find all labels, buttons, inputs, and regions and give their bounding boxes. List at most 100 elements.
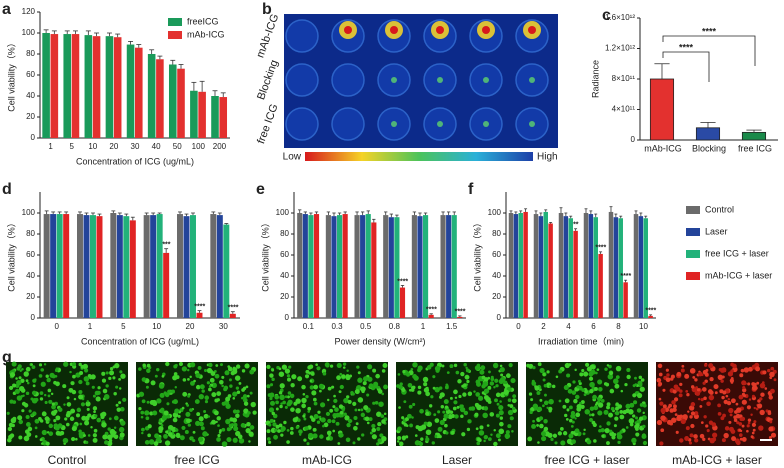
y-tick-label: 20: [26, 292, 35, 301]
cell: [248, 440, 251, 443]
cell: [154, 374, 158, 378]
cell: [401, 416, 405, 420]
cell: [44, 416, 50, 422]
cell: [751, 385, 758, 391]
cell: [147, 433, 151, 438]
cell: [341, 374, 346, 379]
y-tick-label: 40: [26, 271, 35, 280]
cell: [753, 420, 757, 424]
cell: [352, 441, 356, 445]
cell: [730, 398, 736, 404]
cell: [600, 399, 605, 403]
cell: [232, 437, 238, 443]
cell: [581, 369, 585, 373]
cell: [625, 403, 631, 409]
cell: [203, 410, 207, 413]
cell: [44, 400, 48, 405]
cell: [676, 371, 682, 377]
cell: [488, 370, 491, 374]
cell: [598, 387, 603, 392]
x-tick-label: 0.1: [303, 322, 315, 331]
cell: [565, 418, 569, 421]
legend-swatch: [686, 250, 700, 258]
cell: [662, 404, 667, 409]
cell: [309, 379, 313, 383]
cell: [571, 420, 575, 424]
cell: [558, 399, 562, 403]
cell: [148, 439, 155, 445]
cell: [555, 375, 559, 379]
cell: [466, 379, 470, 384]
cell: [499, 367, 505, 373]
cell: [202, 431, 208, 437]
cell: [207, 415, 211, 418]
cell: [543, 384, 548, 388]
cell: [79, 422, 83, 426]
cell: [675, 386, 681, 392]
cell: [703, 415, 707, 419]
cell: [146, 363, 151, 368]
cell: [625, 426, 629, 429]
cell: [690, 402, 696, 407]
cell: [196, 412, 201, 417]
bar: [177, 68, 185, 138]
cell: [366, 421, 370, 425]
cell: [742, 388, 747, 393]
cell: [698, 371, 703, 377]
cell: [31, 398, 38, 404]
cell: [149, 400, 155, 405]
cell: [25, 422, 31, 427]
cell: [495, 384, 499, 388]
cell: [721, 375, 725, 379]
cell: [544, 393, 547, 397]
y-tick-label: 1.2×10¹²: [605, 44, 635, 53]
legend-label: free ICG + laser: [705, 248, 769, 258]
cell: [166, 414, 171, 419]
cell: [241, 369, 246, 373]
cell: [425, 386, 429, 390]
cell: [214, 373, 220, 379]
cell: [748, 398, 752, 401]
cell: [717, 411, 722, 416]
cell: [54, 401, 59, 406]
cell: [589, 406, 595, 411]
cell: [629, 402, 635, 408]
cell: [279, 404, 283, 409]
cell: [235, 413, 240, 418]
cell: [537, 362, 542, 367]
cell: [165, 430, 169, 434]
cell: [681, 364, 685, 368]
bar: [533, 214, 539, 318]
cell: [275, 424, 280, 429]
cell: [563, 384, 569, 391]
bar: [588, 214, 594, 318]
cell: [217, 424, 220, 427]
bar: [90, 215, 96, 318]
cell: [417, 390, 422, 395]
cell: [684, 373, 690, 379]
cell: [138, 406, 142, 411]
significance-label: ****: [455, 309, 466, 316]
cell: [569, 418, 573, 423]
cell: [757, 403, 763, 409]
cell: [230, 370, 236, 376]
cell: [408, 404, 413, 409]
cell: [286, 440, 290, 444]
cell: [301, 403, 306, 409]
cell: [735, 440, 741, 446]
cell: [752, 428, 756, 432]
cell: [290, 383, 295, 388]
y-tick-label: 20: [26, 112, 35, 121]
cell: [662, 388, 666, 392]
cell: [638, 416, 644, 421]
cell: [66, 396, 70, 400]
cell: [444, 423, 448, 428]
cell: [731, 436, 737, 442]
colorbar: [305, 152, 533, 161]
cell: [342, 366, 346, 369]
cell: [619, 430, 624, 434]
cell: [532, 366, 536, 370]
cell: [360, 408, 364, 412]
cell: [113, 415, 119, 421]
cell: [266, 429, 271, 434]
